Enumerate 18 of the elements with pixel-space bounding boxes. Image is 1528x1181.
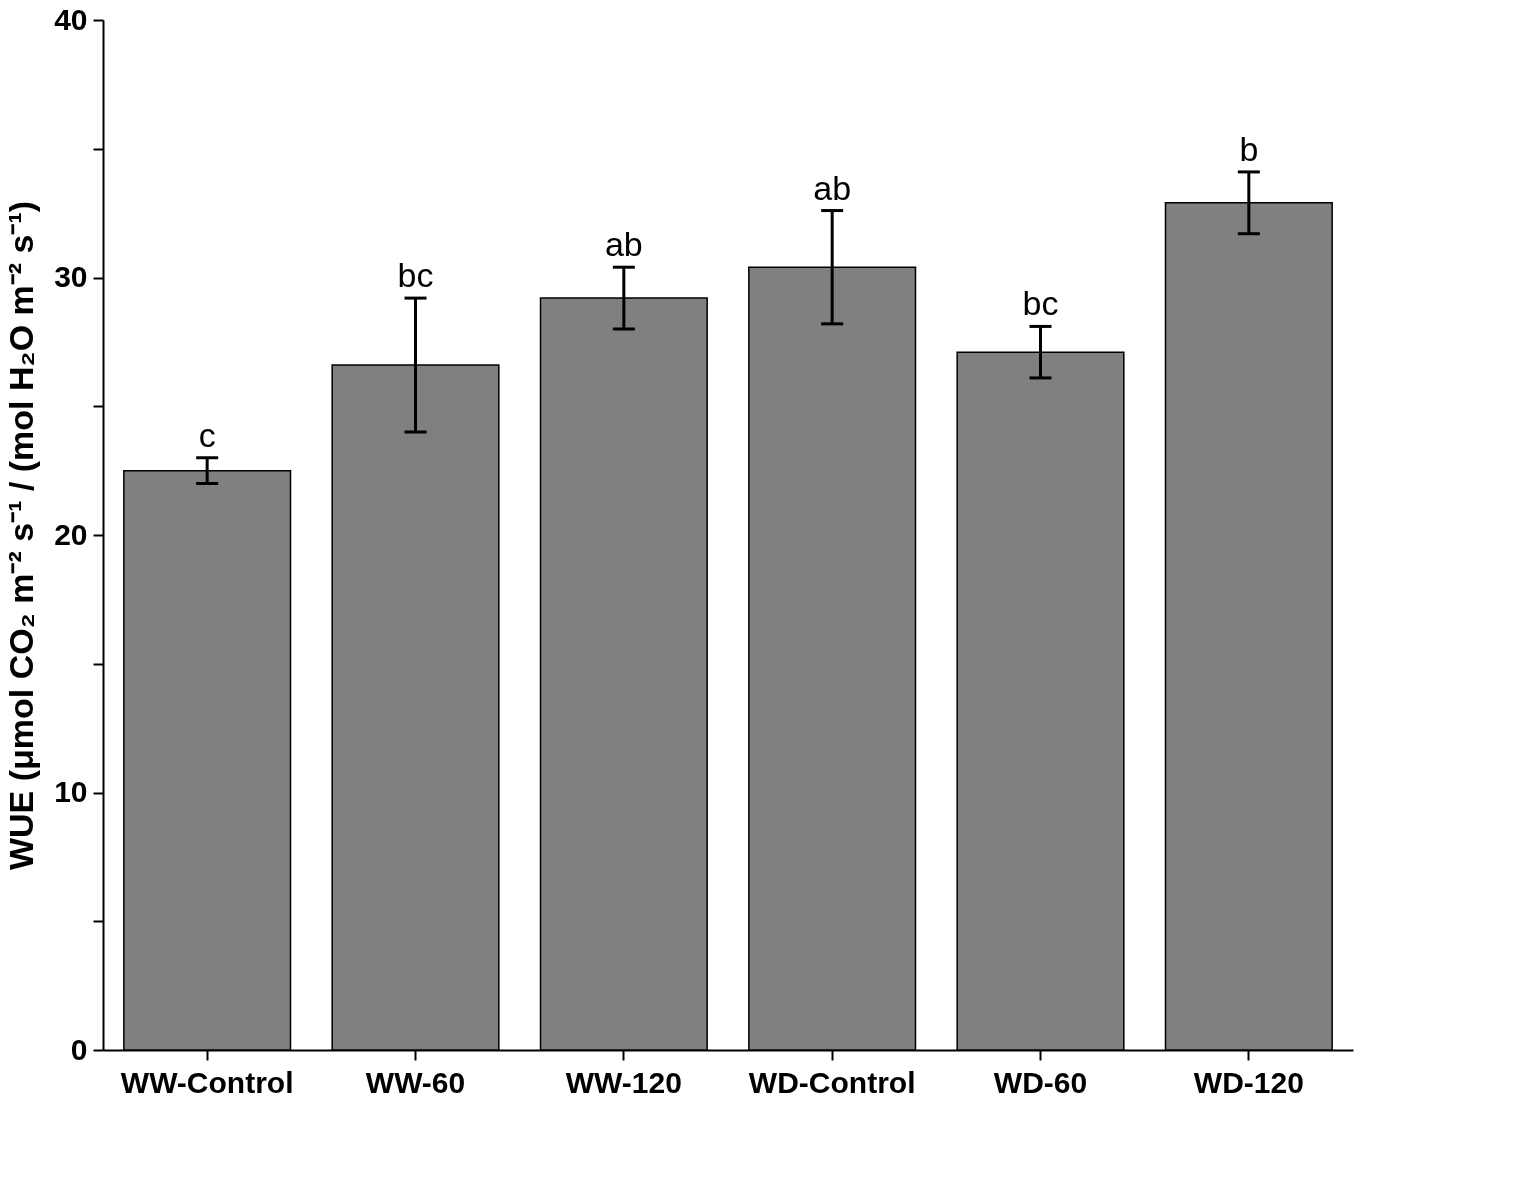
x-tick-label: WD-Control xyxy=(748,1065,916,1099)
annotation: c xyxy=(198,415,216,454)
annotation: ab xyxy=(813,168,852,207)
y-tick-label: 20 xyxy=(54,517,88,551)
x-tick-label: WW-120 xyxy=(565,1065,682,1099)
x-tick-label: WW-60 xyxy=(365,1065,466,1099)
y-tick-label: 40 xyxy=(54,2,88,36)
x-tick-label: WD-60 xyxy=(993,1065,1088,1099)
y-tick-label: 10 xyxy=(54,775,88,808)
annotation: bc xyxy=(1022,284,1059,323)
annotation: b xyxy=(1239,129,1259,168)
annotation: bc xyxy=(397,256,434,295)
y-axis-title: WUE (μmol CO₂ m⁻² s⁻¹ / (mol H₂O m⁻² s⁻¹) xyxy=(2,200,41,871)
annotation: ab xyxy=(604,225,643,264)
y-tick-label: 30 xyxy=(54,260,88,293)
y-tick-label: 0 xyxy=(70,1032,88,1066)
x-tick-label: WD-120 xyxy=(1193,1065,1304,1099)
x-tick-label: WW-Control xyxy=(120,1065,294,1099)
